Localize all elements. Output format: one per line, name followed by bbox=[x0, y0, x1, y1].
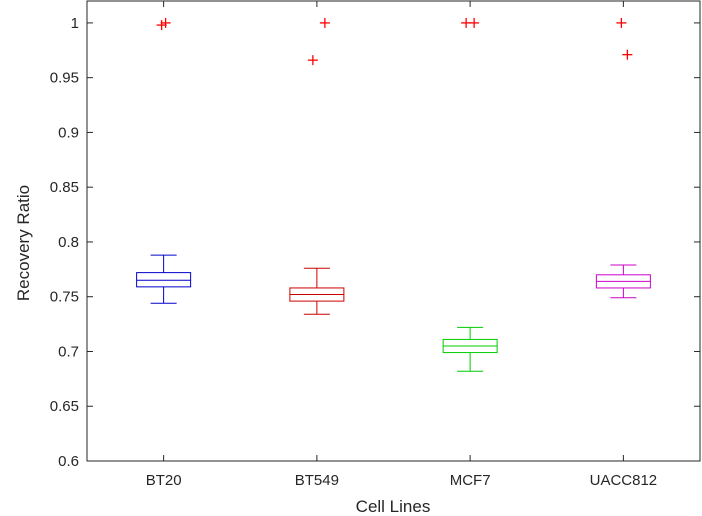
box-bt549 bbox=[289, 17, 345, 315]
outlier-marker bbox=[307, 55, 318, 66]
y-tick-label: 0.6 bbox=[58, 453, 79, 470]
x-axis: BT20 BT549 MCF7 UACC812 bbox=[146, 1, 657, 489]
y-axis-label: Recovery Ratio bbox=[14, 185, 33, 301]
x-axis-label: Cell Lines bbox=[356, 497, 431, 516]
outlier-marker bbox=[319, 17, 330, 28]
outlier-marker bbox=[469, 17, 480, 28]
x-tick-label: BT549 bbox=[295, 472, 339, 489]
outlier-marker bbox=[622, 49, 633, 60]
y-tick-label: 0.75 bbox=[50, 289, 79, 306]
y-tick-label: 0.65 bbox=[50, 398, 79, 415]
box-iqr bbox=[136, 272, 192, 288]
y-tick-label: 0.7 bbox=[58, 343, 79, 360]
y-axis: 0.6 0.65 0.7 0.75 0.8 0.85 0.9 0.95 1 bbox=[50, 15, 700, 470]
outlier-marker bbox=[156, 20, 167, 31]
x-tick-label: UACC812 bbox=[590, 472, 658, 489]
outlier-marker bbox=[616, 17, 627, 28]
y-tick-label: 0.8 bbox=[58, 234, 79, 251]
y-tick-label: 0.85 bbox=[50, 179, 79, 196]
box-uacc812 bbox=[595, 17, 651, 299]
y-tick-label: 1 bbox=[71, 15, 79, 32]
outlier-marker bbox=[160, 17, 171, 28]
x-tick-label: BT20 bbox=[146, 472, 182, 489]
box-mcf7 bbox=[442, 17, 498, 372]
y-tick-label: 0.95 bbox=[50, 70, 79, 87]
box-bt20 bbox=[136, 17, 192, 304]
plot-area bbox=[86, 0, 701, 462]
x-tick-label: MCF7 bbox=[450, 472, 491, 489]
y-tick-label: 0.9 bbox=[58, 124, 79, 141]
boxes-layer bbox=[136, 17, 651, 372]
